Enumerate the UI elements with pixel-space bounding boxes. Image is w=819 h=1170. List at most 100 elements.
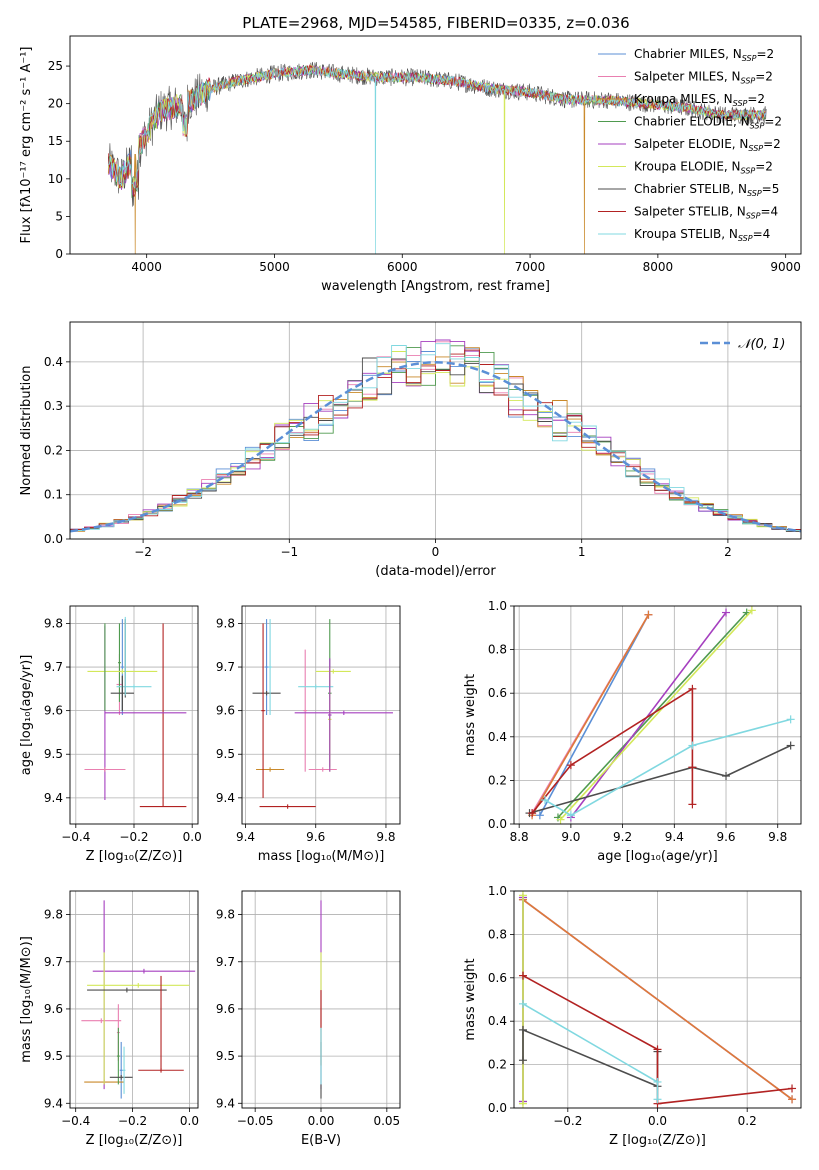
series-line-chabrier-stelib (529, 744, 792, 814)
y-tick-label: 9.4 (44, 1096, 63, 1110)
x-tick-label: 0 (432, 545, 440, 559)
y-tick-label: 0.0 (488, 817, 507, 831)
x-tick-label: 0.0 (648, 1114, 667, 1128)
x-tick-label: −2 (134, 545, 152, 559)
x-axis-label: E(B-V) (301, 1133, 341, 1148)
series-line-salpeter-stelib (522, 974, 793, 1105)
x-tick-label: −1 (280, 545, 298, 559)
spectrum-axes: 4000 5000 6000 7000 8000 9000 0 5 10 15 20 25 wavele… (19, 47, 801, 295)
y-tick-label: 0.2 (488, 773, 507, 787)
data-point (747, 606, 756, 615)
y-tick-label: 9.7 (216, 660, 235, 674)
y-axis-label: age [log₁₀(age/yr)] (19, 655, 34, 776)
x-tick-label: −0.2 (553, 1114, 582, 1128)
data-point (788, 1095, 797, 1104)
age_vs_z-frame (69, 605, 199, 825)
y-tick-label: 10 (48, 172, 63, 186)
y-axis-label: Normed distribution (19, 366, 34, 496)
age_vs_z-axes: −0.4 −0.2 0.0 9.4 9.5 9.6 9.7 9.8 Z [log₁₀(Z/Z⊙)… (19, 606, 202, 864)
x-tick-label: 2 (724, 545, 732, 559)
x-tick-label: 9.4 (236, 830, 255, 844)
y-tick-label: 9.6 (44, 1002, 63, 1016)
series-line-kroupa-miles (531, 614, 650, 816)
y-tick-label: 0.2 (488, 1058, 507, 1072)
data-point (688, 741, 697, 750)
y-tick-label: 15 (48, 134, 63, 148)
data-point (518, 1056, 527, 1065)
y-axis-label: mass weight (463, 674, 478, 756)
figure-title: PLATE=2968, MJD=54585, FIBERID=0335, z=0… (242, 14, 629, 32)
data-point (653, 1045, 662, 1054)
data-point (688, 684, 697, 693)
x-tick-label: 9.6 (306, 830, 325, 844)
data-point (535, 811, 544, 820)
x-tick-label: −0.05 (237, 1114, 274, 1128)
legend-label: Kroupa MILES, NSSP=2 (634, 92, 765, 108)
age_vs_mass-axes: 9.4 9.6 9.8 9.4 9.5 9.6 9.7 9.8 mass [log₁₀(M/M⊙… (216, 606, 400, 864)
legend-label: Chabrier ELODIE, NSSP=2 (634, 115, 782, 131)
data-point (556, 815, 565, 824)
y-tick-label: 9.5 (216, 747, 235, 761)
y-tick-label: 9.5 (44, 1049, 63, 1063)
y-tick-label: 0.0 (488, 1101, 507, 1115)
y-tick-label: 9.5 (216, 1049, 235, 1063)
y-tick-label: 5 (55, 209, 63, 223)
x-tick-label: 1 (578, 545, 586, 559)
data-point (786, 715, 795, 724)
x-axis-label: mass [log₁₀(M/M⊙)] (258, 849, 385, 864)
y-tick-label: 9.8 (216, 616, 235, 630)
y-tick-label: 0.4 (488, 730, 507, 744)
data-point (518, 999, 527, 1008)
y-tick-label: 0 (55, 247, 63, 261)
series-line-salpeter-elodie (570, 612, 727, 818)
data-point (518, 891, 527, 900)
series-line-kroupa-stelib (522, 1003, 659, 1100)
spectrum-series-salpeter-stelib (107, 64, 766, 197)
x-tick-label: 4000 (131, 260, 162, 274)
y-tick-label: 9.7 (44, 955, 63, 969)
y-tick-label: 25 (48, 59, 63, 73)
y-tick-label: 9.8 (44, 908, 63, 922)
x-tick-label: 0.0 (180, 1114, 199, 1128)
x-tick-label: 9.8 (768, 830, 787, 844)
data-point (688, 800, 697, 809)
x-tick-label: 8000 (643, 260, 674, 274)
y-tick-label: 0.4 (44, 355, 63, 369)
y-tick-label: 9.4 (44, 791, 63, 805)
y-tick-label: 20 (48, 97, 63, 111)
y-tick-label: 9.6 (216, 704, 235, 718)
y-tick-label: 1.0 (488, 599, 507, 613)
data-point (518, 971, 527, 980)
series-line-kroupa-stelib (544, 718, 791, 817)
histogram-salpeter-stelib (70, 349, 801, 530)
x-tick-label: 0.2 (738, 1114, 757, 1128)
histogram-kroupa-stelib (70, 343, 801, 531)
spectrum-series-kroupa-stelib (108, 66, 767, 255)
x-axis-label: (data-model)/error (375, 564, 496, 579)
legend-label: Kroupa ELODIE, NSSP=2 (634, 160, 773, 176)
x-tick-label: 6000 (387, 260, 418, 274)
x-tick-label: 9.2 (613, 830, 632, 844)
legend-label: Salpeter MILES, NSSP=2 (634, 70, 773, 86)
y-tick-label: 9.4 (216, 791, 235, 805)
mass_vs_ebv-frame (241, 890, 401, 1109)
series-line-chabrier-elodie (557, 611, 748, 819)
y-tick-label: 9.6 (216, 1002, 235, 1016)
x-axis-label: age [log₁₀(age/yr)] (597, 849, 718, 864)
x-tick-label: 0.0 (183, 830, 202, 844)
y-tick-label: 0.3 (44, 399, 63, 413)
data-point (786, 741, 795, 750)
series-line-kroupa-miles (522, 899, 793, 1100)
y-tick-label: 1.0 (488, 884, 507, 898)
y-tick-label: 0.6 (488, 686, 507, 700)
series-line-kroupa-elodie (559, 609, 753, 821)
data-point (518, 1099, 527, 1108)
data-point (566, 761, 575, 770)
mass_vs_z-frame (69, 890, 199, 1109)
y-tick-label: 0.1 (44, 488, 63, 502)
y-tick-label: 9.5 (44, 747, 63, 761)
x-tick-label: 9.0 (561, 830, 580, 844)
data-point (653, 1095, 662, 1104)
mass_weight_vs_z-axes: −0.2 0.0 0.2 0.0 0.2 0.4 0.6 0.8 1.0 Z [log₁₀(Z/Z… (463, 884, 801, 1148)
y-tick-label: 9.4 (216, 1096, 235, 1110)
